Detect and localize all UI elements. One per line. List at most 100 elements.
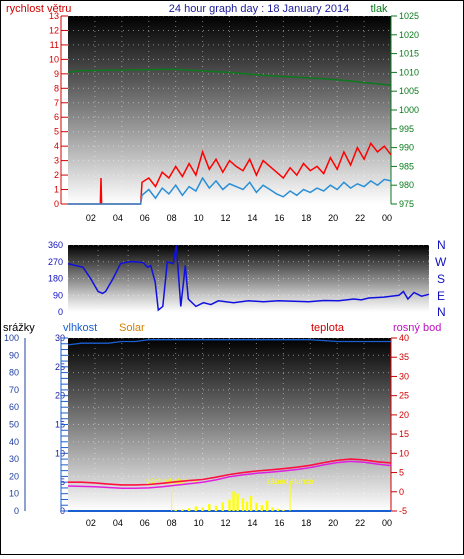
solar-bar xyxy=(255,502,258,511)
temperature-tick-label: 30 xyxy=(399,371,409,381)
humidity-axis-title: vlhkost xyxy=(63,322,97,334)
x-tick-label: 00 xyxy=(382,213,392,223)
wind-axis-title: rychlost větru xyxy=(6,3,71,15)
direction-tick-label: 0 xyxy=(58,307,63,317)
wind-tick-label: 0 xyxy=(54,199,59,209)
pressure-line xyxy=(67,68,392,86)
temperature-axis-title: teplota xyxy=(311,322,345,334)
solar-bar xyxy=(276,508,280,511)
solar-tick-label: 15 xyxy=(55,420,65,430)
x-tick-label: 14 xyxy=(247,518,257,528)
wind-tick-label: 11 xyxy=(50,40,59,50)
direction-tick-label: 360 xyxy=(48,240,63,250)
wind-tick-label: 12 xyxy=(49,25,59,35)
x-tick-label: 08 xyxy=(167,213,177,223)
x-tick-label: 20 xyxy=(328,213,338,223)
x-tick-label: 22 xyxy=(355,518,365,528)
chart-title: 24 hour graph day : 18 January 2014 xyxy=(169,3,349,15)
solar-tick-label: 25 xyxy=(55,362,65,372)
rain-tick-label: 100 xyxy=(4,333,19,343)
x-tick-label: 06 xyxy=(140,518,150,528)
wind-tick-label: 1 xyxy=(54,185,59,195)
temperature-tick-label: 20 xyxy=(399,410,409,420)
pressure-tick-label: 1000 xyxy=(399,105,419,115)
wind-tick-label: 8 xyxy=(54,83,59,93)
x-tick-label: 22 xyxy=(355,213,365,223)
temperature-tick-label: 5 xyxy=(399,468,404,478)
rain-tick-label: 80 xyxy=(9,368,19,378)
temperature-tick-label: 25 xyxy=(399,391,409,401)
temperature-tick-label: 35 xyxy=(399,352,409,362)
wind-tick-label: 7 xyxy=(54,98,59,108)
rain-tick-label: 0 xyxy=(14,506,19,516)
pressure-tick-label: 1010 xyxy=(399,67,419,77)
wind-tick-label: 4 xyxy=(54,141,59,151)
compass-w: W xyxy=(435,255,447,269)
solar-bar xyxy=(174,509,177,511)
rain-tick-label: 20 xyxy=(9,471,19,481)
pressure-tick-label: 995 xyxy=(399,124,414,134)
humidity-line xyxy=(67,339,391,346)
wind-tick-label: 13 xyxy=(49,11,59,21)
solar-bar xyxy=(241,498,245,511)
pressure-axis-title: tlak xyxy=(370,3,388,15)
solar-bar xyxy=(208,504,211,511)
wind-direction-line xyxy=(67,244,430,312)
direction-tick-label: 180 xyxy=(48,274,63,284)
solar-bar xyxy=(249,496,253,511)
solar-bar xyxy=(265,500,269,511)
x-tick-label: 20 xyxy=(328,518,338,528)
wind-tick-label: 10 xyxy=(49,54,59,64)
solar-bar xyxy=(236,493,239,511)
direction-tick-label: 90 xyxy=(53,290,63,300)
dewpoint-axis-title: rosný bod xyxy=(393,322,441,334)
x-tick-label: 16 xyxy=(274,518,284,528)
panel3-plot-area xyxy=(68,338,391,511)
wind-tick-label: 6 xyxy=(54,112,59,122)
dewpoint-line xyxy=(67,460,392,490)
rain-tick-label: 10 xyxy=(9,489,19,499)
pressure-tick-label: 1020 xyxy=(399,30,419,40)
temperature-line xyxy=(68,458,392,486)
rain-tick-label: 90 xyxy=(9,350,19,360)
solar-bar xyxy=(228,499,231,511)
compass-n-bottom: N xyxy=(437,305,446,319)
temperature-tick-label: 40 xyxy=(399,333,409,343)
compass-s: S xyxy=(437,272,445,286)
solar-bar xyxy=(214,505,218,511)
x-tick-label: 02 xyxy=(86,518,96,528)
wind-tick-label: 9 xyxy=(54,69,59,79)
x-tick-label: 04 xyxy=(113,213,123,223)
solar-bar xyxy=(221,502,224,511)
pressure-tick-label: 985 xyxy=(399,161,414,171)
x-tick-label: 14 xyxy=(247,213,257,223)
solar-tick-label: 20 xyxy=(55,391,65,401)
x-tick-label: 18 xyxy=(301,518,311,528)
wind-tick-label: 3 xyxy=(54,156,59,166)
temperature-tick-label: 15 xyxy=(399,429,409,439)
wind-avg-line xyxy=(68,176,392,205)
wind-tick-label: 2 xyxy=(54,170,59,180)
solar-bar xyxy=(201,507,204,511)
x-tick-label: 10 xyxy=(194,518,204,528)
solar-bar xyxy=(181,509,184,511)
solar-tick-label: 30 xyxy=(55,333,65,343)
x-tick-label: 04 xyxy=(113,518,123,528)
rain-tick-label: 30 xyxy=(9,454,19,464)
rain-tick-label: 70 xyxy=(9,385,19,395)
temperature-tick-label: 0 xyxy=(399,487,404,497)
rain-tick-label: 40 xyxy=(9,437,19,447)
solar-bar xyxy=(187,508,191,511)
pressure-tick-label: 980 xyxy=(399,180,414,190)
solar-bar xyxy=(232,491,235,511)
pressure-tick-label: 975 xyxy=(399,199,414,209)
pressure-tick-label: 1005 xyxy=(399,86,419,96)
x-tick-label: 18 xyxy=(301,213,311,223)
solar-bar xyxy=(194,506,198,511)
solar-bar xyxy=(260,505,263,511)
x-tick-label: 12 xyxy=(220,213,230,223)
compass-e: E xyxy=(437,289,445,303)
compass-n-top: N xyxy=(437,238,446,252)
